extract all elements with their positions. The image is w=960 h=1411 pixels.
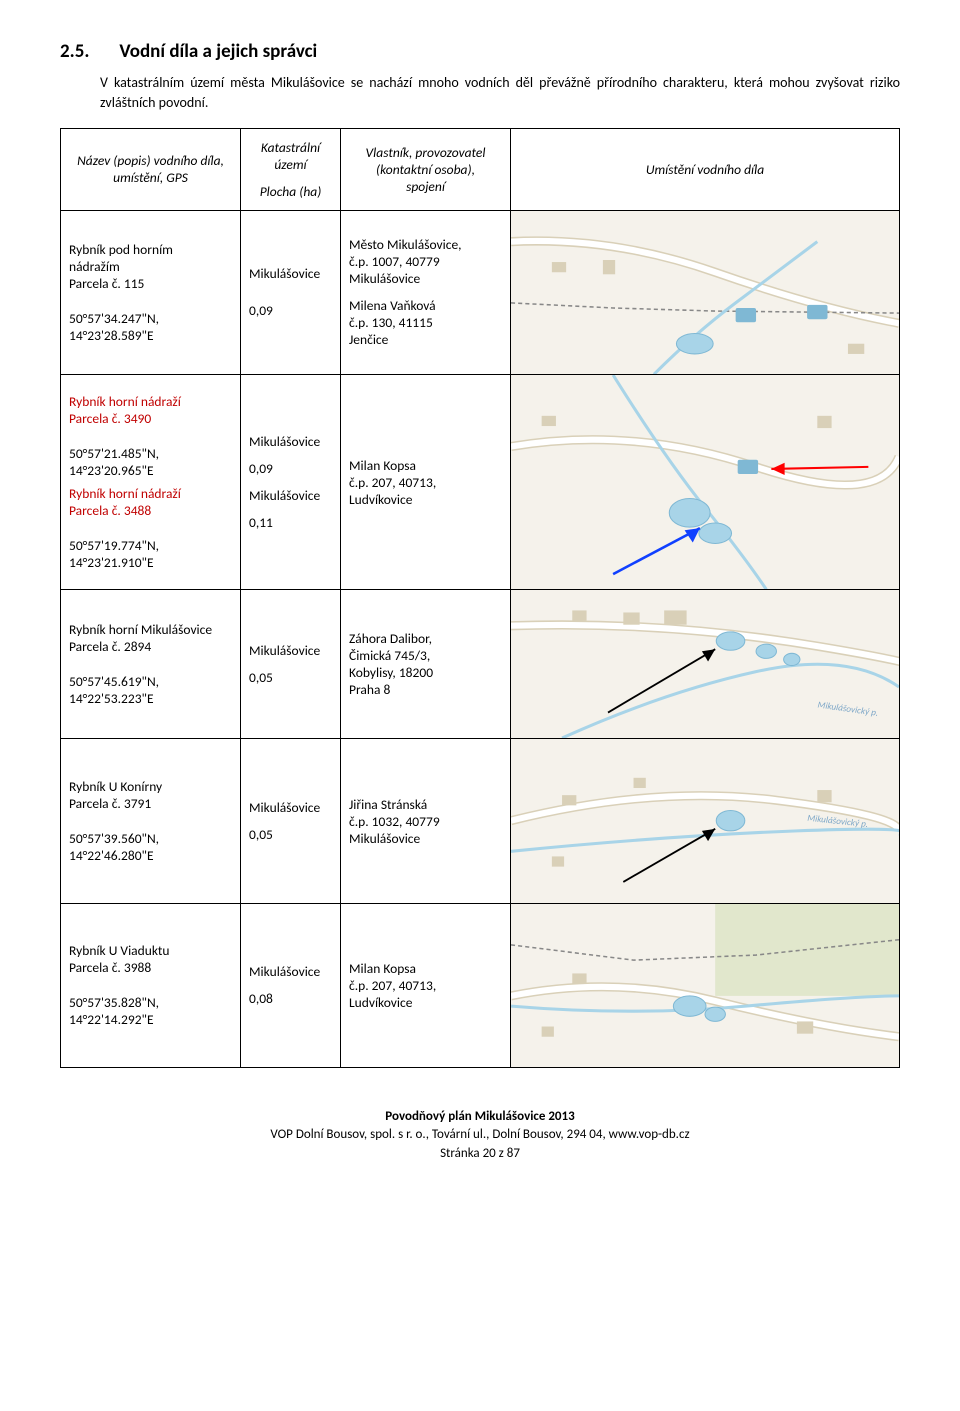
footer-org: VOP Dolní Bousov, spol. s r. o., Tovární…	[60, 1126, 900, 1144]
table-row: Rybník pod horním nádražím Parcela č. 11…	[61, 210, 900, 374]
header-col3: Vlastník, provozovatel (kontaktní osoba)…	[341, 128, 511, 210]
table-row: Rybník U Konírny Parcela č. 3791 50°57'3…	[61, 739, 900, 903]
header-col2: Katastrální území Plocha (ha)	[241, 128, 341, 210]
cell-territory: Mikulášovice 0,09 Mikulášovice 0,11	[241, 374, 341, 589]
section-title: Vodní díla a jejich správci	[119, 40, 317, 63]
header-col1: Název (popis) vodního díla, umístění, GP…	[61, 128, 241, 210]
table-row: Rybník horní nádraží Parcela č. 3490 50°…	[61, 374, 900, 589]
table-row: Rybník U Viaduktu Parcela č. 3988 50°57'…	[61, 903, 900, 1067]
waterworks-table: Název (popis) vodního díla, umístění, GP…	[60, 128, 900, 1069]
map-image	[511, 375, 899, 589]
page-footer: Povodňový plán Mikulášovice 2013 VOP Dol…	[60, 1108, 900, 1163]
cell-map: Mikulášovický p.	[511, 739, 900, 903]
intro-paragraph: V katastrálním území města Mikulášovice …	[100, 73, 900, 114]
map-image	[511, 904, 899, 1067]
cell-owner: Záhora Dalibor, Čimická 745/3, Kobylisy,…	[341, 590, 511, 739]
cell-owner: Jiřina Stránská č.p. 1032, 40779 Mikuláš…	[341, 739, 511, 903]
footer-page: Stránka 20 z 87	[60, 1145, 900, 1163]
cell-territory: Mikulášovice 0,08	[241, 903, 341, 1067]
map-image: Mikulášovický p.	[511, 590, 899, 738]
map-image: Mikulášovický p.	[511, 739, 899, 902]
cell-owner: Milan Kopsa č.p. 207, 40713, Ludvíkovice	[341, 903, 511, 1067]
cell-map	[511, 374, 900, 589]
cell-owner: Milan Kopsa č.p. 207, 40713, Ludvíkovice	[341, 374, 511, 589]
table-header-row: Název (popis) vodního díla, umístění, GP…	[61, 128, 900, 210]
cell-territory: Mikulášovice 0,05	[241, 590, 341, 739]
cell-name: Rybník U Konírny Parcela č. 3791 50°57'3…	[61, 739, 241, 903]
cell-map	[511, 210, 900, 374]
cell-name: Rybník horní Mikulášovice Parcela č. 289…	[61, 590, 241, 739]
footer-title: Povodňový plán Mikulášovice 2013	[60, 1108, 900, 1126]
cell-name: Rybník pod horním nádražím Parcela č. 11…	[61, 210, 241, 374]
section-number: 2.5.	[60, 40, 89, 63]
cell-name: Rybník U Viaduktu Parcela č. 3988 50°57'…	[61, 903, 241, 1067]
cell-territory: Mikulášovice 0,05	[241, 739, 341, 903]
cell-owner: Město Mikulášovice, č.p. 1007, 40779 Mik…	[341, 210, 511, 374]
cell-name: Rybník horní nádraží Parcela č. 3490 50°…	[61, 374, 241, 589]
cell-map: Mikulášovický p.	[511, 590, 900, 739]
cell-map	[511, 903, 900, 1067]
map-image	[511, 211, 899, 374]
cell-territory: Mikulášovice 0,09	[241, 210, 341, 374]
header-col4: Umístění vodního díla	[511, 128, 900, 210]
table-row: Rybník horní Mikulášovice Parcela č. 289…	[61, 590, 900, 739]
